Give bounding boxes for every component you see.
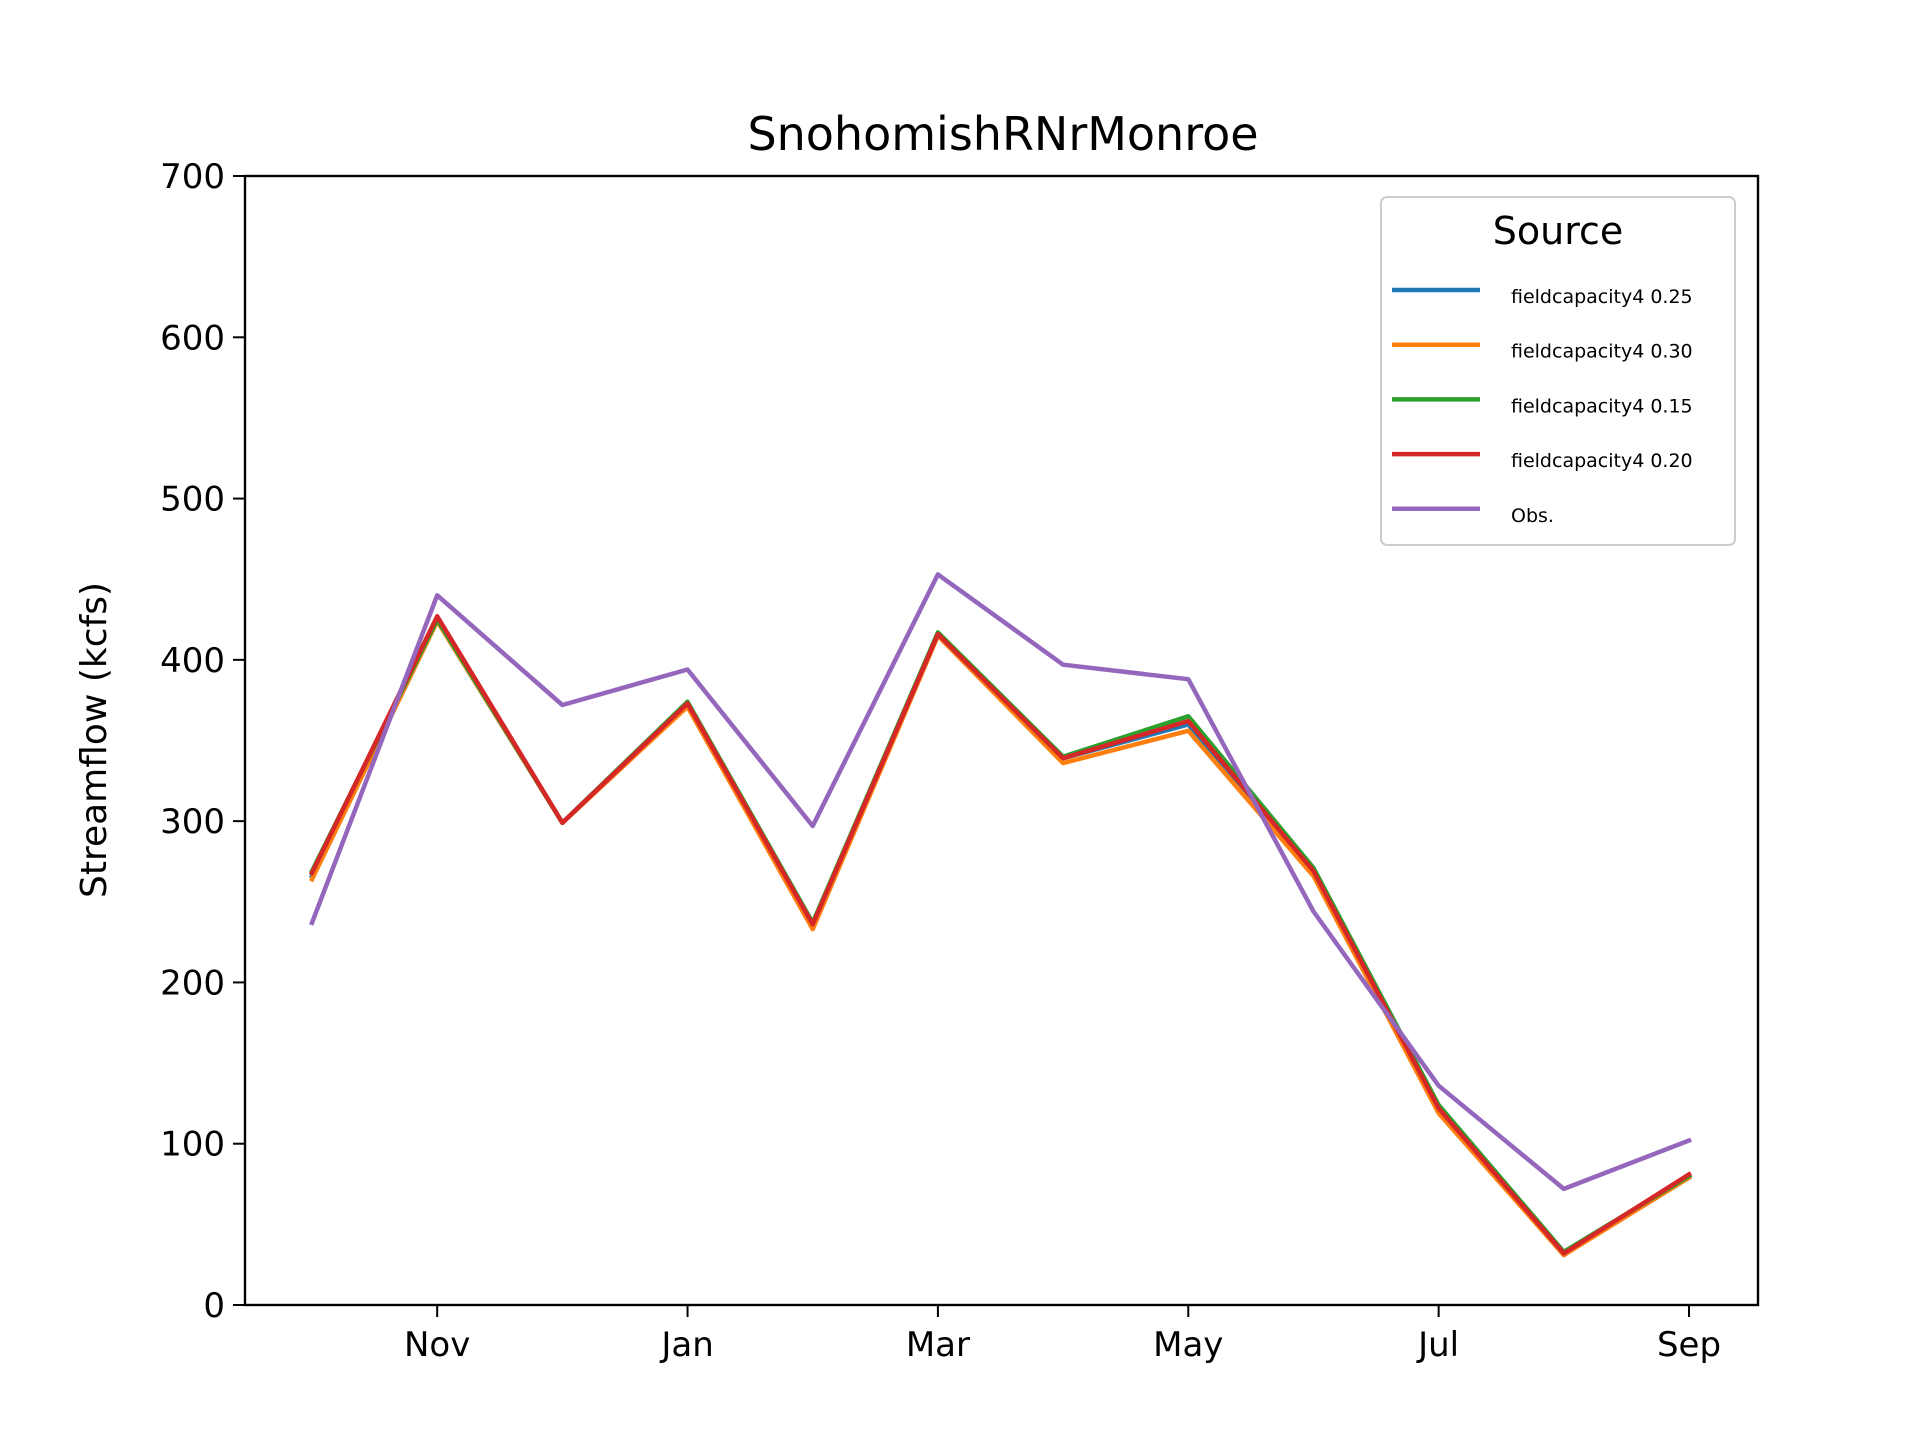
legend-entry-label: fieldcapacity4 0.30 <box>1511 341 1693 363</box>
y-tick-label: 100 <box>160 1125 225 1165</box>
series-lines <box>308 572 1693 1258</box>
x-tick-label: Jan <box>659 1325 713 1365</box>
plot-area-frame <box>243 174 1760 1307</box>
y-axis-label: Streamflow (kcfs) <box>74 582 115 898</box>
x-axis-ticks: Nov Jan Mar May Jul Sep <box>404 1305 1721 1365</box>
y-tick-label: 300 <box>160 802 225 842</box>
x-tick-label: May <box>1153 1325 1223 1365</box>
x-tick-label: Mar <box>906 1325 970 1365</box>
y-axis-ticks: 0 100 200 300 400 500 600 700 <box>160 157 245 1326</box>
x-tick-label: Nov <box>404 1325 470 1365</box>
y-tick-label: 200 <box>160 963 225 1003</box>
legend-entry-label: Obs. <box>1511 505 1554 527</box>
series-line-4 <box>309 572 1692 1192</box>
series-line-3 <box>308 614 1693 1256</box>
y-tick-label: 400 <box>160 641 225 681</box>
chart-title: SnohomishRNrMonroe <box>747 107 1258 161</box>
y-tick-label: 500 <box>160 480 225 520</box>
y-tick-label: 700 <box>160 157 225 197</box>
legend-box <box>1380 196 1736 546</box>
legend-entry-label: fieldcapacity4 0.20 <box>1511 450 1693 472</box>
legend-entries: fieldcapacity4 0.25 fieldcapacity4 0.30 fi… <box>1392 286 1693 527</box>
x-tick-label: Jul <box>1416 1325 1459 1365</box>
y-tick-label: 600 <box>160 318 225 358</box>
legend: Source fieldcapacity4 0.25fieldcapacity4… <box>1380 196 1736 546</box>
y-tick-label: 0 <box>203 1286 225 1326</box>
legend-title: Source <box>1493 209 1624 253</box>
x-tick-label: Sep <box>1657 1325 1721 1365</box>
legend-entry-label: fieldcapacity4 0.15 <box>1511 395 1693 417</box>
legend-entry-label: fieldcapacity4 0.25 <box>1511 286 1693 308</box>
